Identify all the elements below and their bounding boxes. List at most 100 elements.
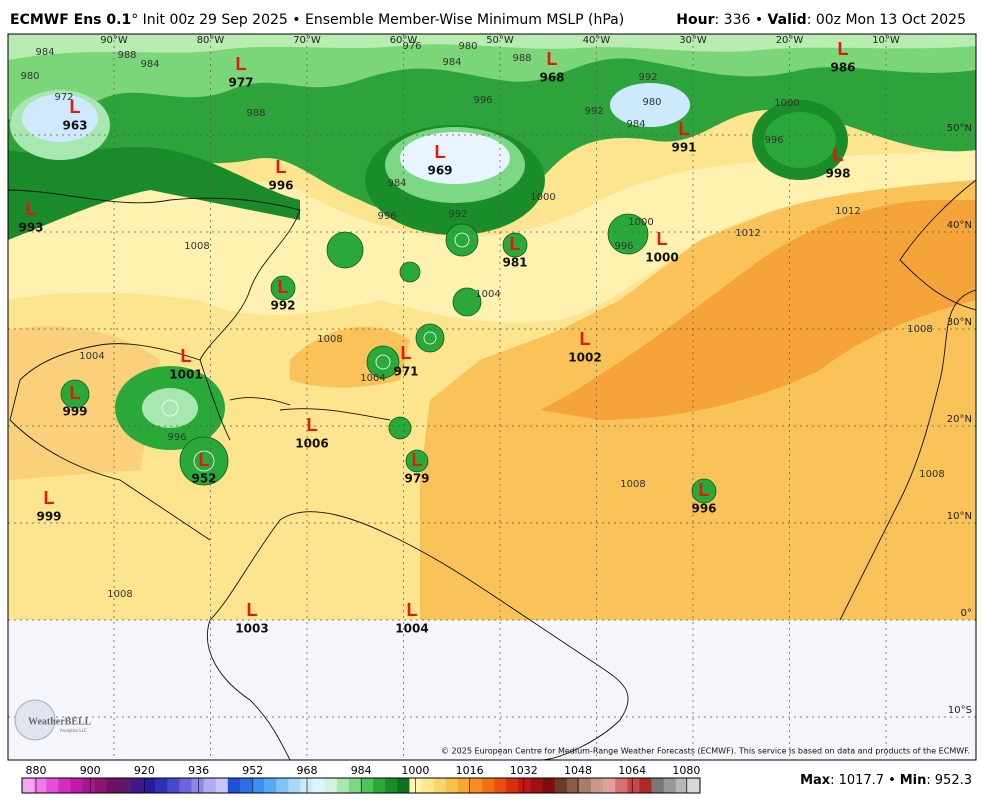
title-model: ECMWF Ens 0.1 [10,12,131,28]
latitude-label: 0° [961,608,972,619]
low-pressure: 999 [62,405,87,419]
low-pressure: 971 [393,365,418,379]
contour-label: 1000 [530,192,555,203]
coastlines [8,179,976,760]
color-cell [143,778,156,793]
contour-label: 988 [246,108,265,119]
color-cell [373,778,386,793]
contour-label: 992 [448,209,467,220]
low-symbol: L [833,145,844,165]
min-value: 952.3 [935,773,972,788]
longitude-label: 60°W [390,35,418,46]
contour-label: 996 [764,135,783,146]
contour-label: 1004 [79,351,104,362]
color-cell [445,778,459,793]
colorbar-label: 968 [297,764,318,777]
hour-label: Hour [676,12,714,28]
low-symbol: L [412,450,423,470]
low-pressure: 1000 [645,251,678,265]
low-pressure: 991 [671,141,696,155]
map: 90°W 80°W 70°W 60°W 50°W 40°W 30°W 20°W 10°W 50°N… [7,33,977,761]
color-cell [46,778,59,793]
color-cell [167,778,180,793]
color-cell [627,778,640,793]
max-value: 1017.7 [839,773,885,788]
logo-text: WeatherBELL [28,716,92,727]
color-cell [578,778,592,793]
valid-label: Valid [768,12,807,28]
color-cell [191,778,204,793]
title-rest: ° Init 00z 29 Sep 2025 • Ensemble Member… [131,12,624,28]
title: ECMWF Ens 0.1° Init 00z 29 Sep 2025 • En… [10,12,624,28]
colorbar-label: 952 [242,764,263,777]
latitude-label: 10°S [948,705,972,716]
logo-mark [14,699,56,741]
sep: : [926,773,930,788]
contour-label: 1008 [107,589,132,600]
contour-label: 980 [642,97,661,108]
color-cell [336,778,350,793]
low-symbol: L [70,383,81,403]
contour-label: 980 [458,41,477,52]
map-labels: 90°W 80°W 70°W 60°W 50°W 40°W 30°W 20°W 10°W 50°N… [18,35,972,716]
low-pressure: 998 [825,167,850,181]
contour-label: 1000 [628,217,653,228]
field [8,34,976,120]
color-cell [130,778,144,793]
low-pressure: 1004 [395,622,428,636]
longitude-label: 90°W [100,35,128,46]
color-cell [542,778,556,793]
colorbar-label: 1048 [564,764,592,777]
storm-rings [60,213,717,504]
color-cell [155,778,168,793]
contour-label: 980 [20,71,39,82]
color-cell [106,778,120,793]
colorbar-label: 920 [134,764,155,777]
low-symbol: L [276,157,287,177]
colorbar-label: 1080 [672,764,700,777]
bullet: • [888,773,896,788]
color-cell [34,778,47,793]
field [22,94,98,142]
color-cell [397,778,410,793]
low-pressure: 968 [539,71,564,85]
low-symbol: L [580,329,591,349]
copyright: © 2025 European Centre for Medium-Range … [441,747,970,756]
low-symbol: L [401,343,412,363]
color-cell [70,778,83,793]
longitude-label: 50°W [486,35,514,46]
color-cell [361,778,374,793]
min-label: Min [900,773,927,788]
color-cell [591,778,604,793]
field [8,147,300,240]
contour-label: 984 [35,47,54,58]
logo-sub: Analytics LLC [60,728,87,733]
colorbar-label: 1032 [510,764,538,777]
field [400,132,510,184]
contour-label: 1008 [620,479,645,490]
latitude-label: 30°N [947,317,972,328]
colorbar-label: 984 [351,764,372,777]
low-pressure: 979 [404,472,429,486]
color-cell [312,778,325,793]
colorbar-label: 1016 [456,764,484,777]
color-cell [554,778,568,793]
low-pressure: 1001 [169,368,202,382]
valid-time: Hour: 336 • Valid: 00z Mon 13 Oct 2025 [676,12,966,28]
color-cell [469,778,483,793]
low-symbol: L [44,488,55,508]
longitude-label: 40°W [583,35,611,46]
low-pressure: 986 [830,61,855,75]
contour-label: 1008 [907,324,932,335]
colorbar-label: 900 [80,764,101,777]
color-cell [530,778,543,793]
max-min: Max: 1017.7 • Min: 952.3 [800,773,972,788]
color-cell [227,778,241,793]
low-pressure: 993 [18,221,43,235]
field [8,34,976,60]
contour-label: 1012 [835,206,860,217]
contour-label: 996 [167,432,186,443]
storm-cores [161,232,470,472]
low-pressure: 969 [427,164,452,178]
